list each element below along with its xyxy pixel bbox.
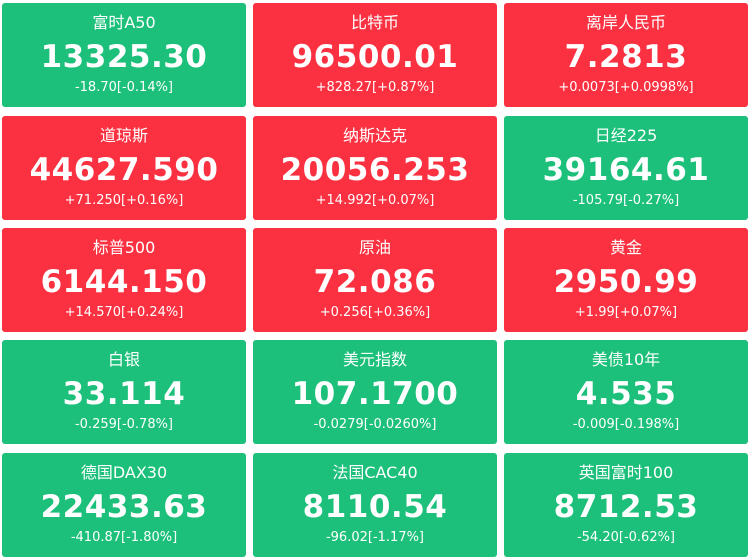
tile-change: -54.20[-0.62%] [576,530,676,545]
tile-name: 离岸人民币 [585,13,666,32]
tile-change: -0.009[-0.198%] [572,417,680,432]
tile-change: +14.570[+0.24%] [64,305,184,320]
tile-price: 22433.63 [40,489,208,525]
tile-name: 英国富时100 [578,463,674,482]
tile-name: 纳斯达克 [342,126,407,145]
tile-price: 6144.150 [40,264,208,300]
tile-price: 2950.99 [553,264,699,300]
market-tile-offshore-cny[interactable]: 离岸人民币 7.2813 +0.0073[+0.0998%] [504,3,748,107]
tile-price: 39164.61 [542,152,710,188]
tile-change: -0.259[-0.78%] [74,417,174,432]
tile-change: +828.27[+0.87%] [315,80,435,95]
market-tile-dax30[interactable]: 德国DAX30 22433.63 -410.87[-1.80%] [2,453,246,557]
market-tile-silver[interactable]: 白银 33.114 -0.259[-0.78%] [2,340,246,444]
market-tile-sp500[interactable]: 标普500 6144.150 +14.570[+0.24%] [2,228,246,332]
tile-price: 8712.53 [553,489,699,525]
tile-change: -18.70[-0.14%] [74,80,174,95]
tile-name: 美债10年 [591,350,661,369]
tile-price: 107.1700 [291,376,459,412]
tile-name: 德国DAX30 [80,463,168,482]
tile-name: 黄金 [609,238,642,257]
market-tile-dow-jones[interactable]: 道琼斯 44627.590 +71.250[+0.16%] [2,116,246,220]
tile-name: 美元指数 [342,350,407,369]
tile-price: 44627.590 [29,152,219,188]
tile-name: 日经225 [594,126,658,145]
tile-price: 8110.54 [302,489,448,525]
market-tile-dollar-index[interactable]: 美元指数 107.1700 -0.0279[-0.0260%] [253,340,497,444]
tile-price: 13325.30 [40,39,208,75]
tile-price: 20056.253 [280,152,470,188]
tile-price: 96500.01 [291,39,459,75]
tile-name: 白银 [107,350,140,369]
tile-change: +0.0073[+0.0998%] [558,80,694,95]
market-tile-gold[interactable]: 黄金 2950.99 +1.99[+0.07%] [504,228,748,332]
tile-name: 原油 [358,238,391,257]
tile-price: 33.114 [62,376,186,412]
tile-change: -410.87[-1.80%] [70,530,178,545]
tile-name: 道琼斯 [99,126,148,145]
market-tile-crude-oil[interactable]: 原油 72.086 +0.256[+0.36%] [253,228,497,332]
tile-change: +71.250[+0.16%] [64,193,184,208]
tile-price: 4.535 [575,376,677,412]
market-tile-us-10y-treasury[interactable]: 美债10年 4.535 -0.009[-0.198%] [504,340,748,444]
tile-change: -0.0279[-0.0260%] [313,417,437,432]
market-tile-nikkei-225[interactable]: 日经225 39164.61 -105.79[-0.27%] [504,116,748,220]
tile-name: 富时A50 [92,13,156,32]
market-tile-cac40[interactable]: 法国CAC40 8110.54 -96.02[-1.17%] [253,453,497,557]
tile-change: +0.256[+0.36%] [319,305,431,320]
market-tile-ftse-100[interactable]: 英国富时100 8712.53 -54.20[-0.62%] [504,453,748,557]
market-tile-bitcoin[interactable]: 比特币 96500.01 +828.27[+0.87%] [253,3,497,107]
tile-change: +14.992[+0.07%] [315,193,435,208]
tile-name: 法国CAC40 [332,463,418,482]
tile-change: -96.02[-1.17%] [325,530,425,545]
tile-change: +1.99[+0.07%] [574,305,678,320]
market-tile-ftse-a50[interactable]: 富时A50 13325.30 -18.70[-0.14%] [2,3,246,107]
tile-name: 比特币 [350,13,399,32]
tile-name: 标普500 [92,238,156,257]
tile-price: 72.086 [313,264,437,300]
tile-price: 7.2813 [564,39,688,75]
market-tile-nasdaq[interactable]: 纳斯达克 20056.253 +14.992[+0.07%] [253,116,497,220]
tile-change: -105.79[-0.27%] [572,193,680,208]
